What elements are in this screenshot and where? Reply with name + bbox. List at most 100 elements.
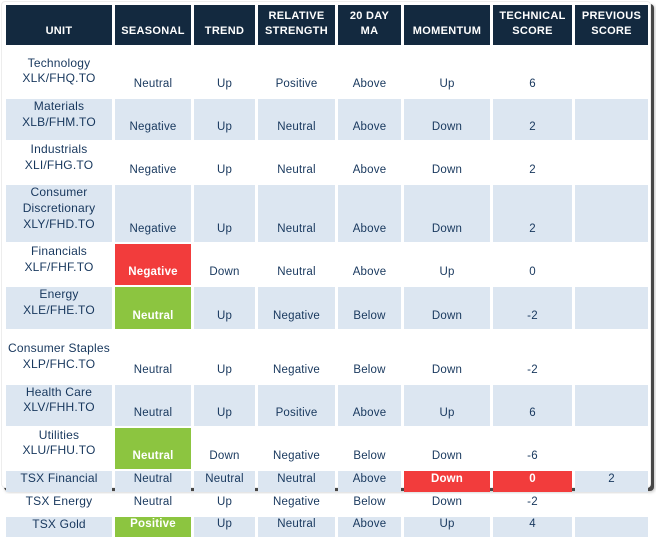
cell-momentum: Down [404,287,490,329]
cell-technical-score: 6 [493,384,572,426]
cell-technical-score: -2 [493,493,572,515]
cell-ma20: Above [338,99,401,141]
cell-technical-score: 2 [493,142,572,184]
cell-previous-score [575,287,648,329]
unit-ticker: XLE/FHE.TO [23,302,95,317]
cell-seasonal: Negative [115,99,191,141]
cell-unit: Industrials XLI/FHG.TO [6,142,112,184]
cell-momentum: Up [404,244,490,286]
cell-ma20: Below [338,330,401,383]
cell-trend: Up [194,185,255,243]
cell-technical-score: 6 [493,47,572,97]
cell-ma20: Above [338,384,401,426]
cell-ma20: Below [338,493,401,515]
cell-ma20: Above [338,244,401,286]
cell-technical-score: 2 [493,99,572,141]
cell-previous-score [575,427,648,469]
table-row-consumer-discretionary: Consumer Discretionary XLY/FHD.TO Negative… [6,185,648,243]
cell-relative-strength: Neutral [258,185,335,243]
cell-relative-strength: Negative [258,330,335,383]
table-row-financials: Financials XLF/FHF.TO Negative Down Neutral A… [6,244,648,286]
cell-relative-strength: Neutral [258,516,335,538]
table-row-tsx-gold: TSX Gold Positive Up Neutral Above Up 4 [6,516,648,538]
cell-seasonal: Neutral [115,427,191,469]
cell-trend: Up [194,47,255,97]
unit-ticker: XLY/FHD.TO [23,216,95,231]
cell-unit: Consumer Discretionary XLY/FHD.TO [6,185,112,243]
cell-trend: Up [194,516,255,538]
cell-trend: Up [194,493,255,515]
cell-seasonal: Negative [115,142,191,184]
cell-seasonal: Neutral [115,330,191,383]
cell-previous-score [575,493,648,515]
table-row-consumer-staples: Consumer Staples XLP/FHC.TO Neutral Up Negat… [6,330,648,383]
cell-previous-score [575,142,648,184]
unit-name: Industrials [30,142,88,157]
cell-previous-score: 2 [575,470,648,492]
unit-name: TSX Energy [25,493,93,508]
cell-momentum: Up [404,47,490,97]
header-cell-ma20: 20 DAY MA [338,5,401,45]
table-header-row: UNIT SEASONAL TREND RELATIVE STRENGTH 20 DAY… [6,5,648,45]
cell-seasonal: Neutral [115,287,191,329]
table-row-utilities: Utilities XLU/FHU.TO Neutral Down Negative Be… [6,427,648,469]
cell-unit: Utilities XLU/FHU.TO [6,427,112,469]
cell-unit: TSX Financial [6,470,112,492]
cell-unit: Health Care XLV/FHH.TO [6,384,112,426]
unit-ticker: XLF/FHF.TO [24,259,94,274]
cell-trend: Up [194,142,255,184]
cell-previous-score [575,244,648,286]
cell-seasonal: Negative [115,185,191,243]
table-row-technology: Technology XLK/FHQ.TO Neutral Up Positive Abo… [6,47,648,97]
unit-name: TSX Financial [20,471,98,486]
cell-technical-score: -2 [493,287,572,329]
cell-ma20: Above [338,47,401,97]
unit-name: Consumer Discretionary [22,185,96,215]
cell-seasonal: Neutral [115,470,191,492]
unit-name: Financials [30,244,88,259]
cell-ma20: Below [338,427,401,469]
cell-momentum: Down [404,493,490,515]
cell-unit: Financials XLF/FHF.TO [6,244,112,286]
unit-name: Health Care [25,384,93,399]
cell-previous-score [575,384,648,426]
cell-unit: TSX Energy [6,493,112,515]
cell-seasonal: Neutral [115,47,191,97]
header-cell-technical-score: TECHNICAL SCORE [493,5,572,45]
cell-trend: Down [194,427,255,469]
table-body: Technology XLK/FHQ.TO Neutral Up Positive Abo… [6,47,648,538]
unit-ticker: XLI/FHG.TO [24,157,94,172]
cell-technical-score: 2 [493,185,572,243]
cell-technical-score: -6 [493,427,572,469]
cell-momentum: Down [404,142,490,184]
table-row-materials: Materials XLB/FHM.TO Negative Up Neutral Abov… [6,99,648,141]
cell-trend: Up [194,384,255,426]
cell-momentum: Up [404,384,490,426]
cell-unit: Energy XLE/FHE.TO [6,287,112,329]
cell-ma20: Below [338,287,401,329]
cell-ma20: Above [338,142,401,184]
cell-relative-strength: Neutral [258,244,335,286]
cell-relative-strength: Positive [258,47,335,97]
cell-previous-score [575,330,648,383]
unit-ticker: XLV/FHH.TO [23,400,95,415]
cell-trend: Up [194,330,255,383]
cell-trend: Down [194,244,255,286]
header-cell-relative-strength: RELATIVE STRENGTH [258,5,335,45]
table-row-tsx-financial: TSX Financial Neutral Neutral Neutral Above D… [6,470,648,492]
header-cell-unit: UNIT [6,5,112,45]
cell-previous-score [575,185,648,243]
unit-ticker: XLU/FHU.TO [22,443,96,458]
sector-rotation-scoreboard-table: UNIT SEASONAL TREND RELATIVE STRENGTH 20 DAY… [3,3,651,539]
unit-ticker: XLB/FHM.TO [22,114,96,129]
table-row-industrials: Industrials XLI/FHG.TO Negative Up Neutral Ab… [6,142,648,184]
cell-technical-score: -2 [493,330,572,383]
header-cell-momentum: MOMENTUM [404,5,490,45]
cell-previous-score [575,99,648,141]
cell-unit: Consumer Staples XLP/FHC.TO [6,330,112,383]
cell-relative-strength: Positive [258,384,335,426]
unit-name: Materials [33,99,85,113]
cell-previous-score [575,516,648,538]
unit-ticker: XLP/FHC.TO [22,356,96,371]
